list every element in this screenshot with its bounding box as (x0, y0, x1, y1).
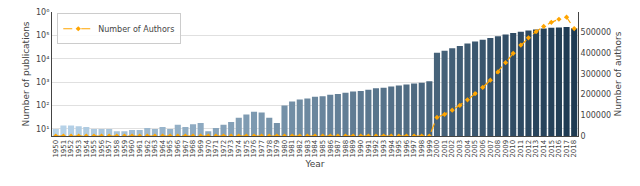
svg-text:Number of publications: Number of publications (21, 21, 31, 126)
svg-text:1951: 1951 (60, 140, 68, 158)
svg-text:2014: 2014 (540, 139, 548, 157)
svg-text:10²: 10² (36, 101, 49, 110)
svg-text:1984: 1984 (311, 139, 319, 157)
svg-text:10⁴: 10⁴ (36, 55, 49, 64)
svg-text:1953: 1953 (75, 140, 83, 158)
svg-text:1970: 1970 (205, 140, 213, 158)
svg-text:1991: 1991 (365, 140, 373, 158)
svg-text:2008: 2008 (494, 140, 502, 158)
svg-text:1961: 1961 (136, 140, 144, 158)
svg-text:0: 0 (581, 132, 586, 141)
svg-text:1964: 1964 (159, 139, 167, 157)
svg-text:Number of authors: Number of authors (613, 31, 623, 116)
svg-text:1972: 1972 (220, 140, 228, 158)
svg-text:2013: 2013 (532, 140, 540, 158)
svg-text:1999: 1999 (426, 140, 434, 158)
svg-text:1995: 1995 (395, 140, 403, 158)
svg-text:2018: 2018 (570, 140, 578, 158)
svg-text:500000: 500000 (581, 28, 612, 37)
svg-text:2001: 2001 (441, 140, 449, 158)
svg-text:2017: 2017 (563, 140, 571, 158)
svg-text:1983: 1983 (304, 140, 312, 158)
svg-text:1969: 1969 (197, 140, 205, 158)
svg-text:2010: 2010 (509, 140, 517, 158)
svg-text:1988: 1988 (342, 140, 350, 158)
svg-text:1975: 1975 (243, 140, 251, 158)
svg-text:1990: 1990 (357, 140, 365, 158)
svg-text:1959: 1959 (121, 140, 129, 158)
svg-text:1996: 1996 (403, 139, 411, 157)
svg-text:1960: 1960 (128, 140, 136, 158)
svg-text:2012: 2012 (525, 140, 533, 158)
svg-text:2006: 2006 (479, 139, 487, 157)
svg-text:300000: 300000 (581, 70, 612, 79)
svg-text:1980: 1980 (281, 140, 289, 158)
svg-text:1955: 1955 (90, 140, 98, 158)
svg-text:2005: 2005 (471, 140, 479, 158)
svg-text:1986: 1986 (327, 139, 335, 157)
svg-text:1958: 1958 (113, 140, 121, 158)
svg-text:1978: 1978 (266, 140, 274, 158)
svg-text:Year: Year (304, 159, 324, 169)
svg-text:1965: 1965 (166, 140, 174, 158)
svg-text:1963: 1963 (151, 140, 159, 158)
svg-text:2011: 2011 (517, 140, 525, 158)
svg-text:1956: 1956 (98, 139, 106, 157)
svg-text:1954: 1954 (83, 139, 91, 157)
svg-text:2009: 2009 (502, 140, 510, 158)
svg-text:10⁶: 10⁶ (36, 8, 49, 17)
svg-text:1993: 1993 (380, 140, 388, 158)
svg-text:1992: 1992 (372, 140, 380, 158)
svg-text:200000: 200000 (581, 90, 612, 99)
svg-text:1950: 1950 (52, 140, 60, 158)
svg-text:1994: 1994 (388, 139, 396, 157)
svg-text:1962: 1962 (144, 140, 152, 158)
svg-text:400000: 400000 (581, 49, 612, 58)
svg-text:2004: 2004 (464, 139, 472, 157)
svg-text:1976: 1976 (250, 139, 258, 157)
svg-text:2007: 2007 (487, 140, 495, 158)
svg-text:1977: 1977 (258, 140, 266, 158)
svg-text:1957: 1957 (105, 140, 113, 158)
svg-text:1998: 1998 (418, 140, 426, 158)
svg-text:10¹: 10¹ (36, 125, 49, 134)
svg-text:1974: 1974 (235, 139, 243, 157)
svg-text:10³: 10³ (36, 78, 49, 87)
svg-text:1971: 1971 (212, 140, 220, 158)
svg-text:1952: 1952 (67, 140, 75, 158)
svg-text:1985: 1985 (319, 140, 327, 158)
svg-text:2003: 2003 (456, 140, 464, 158)
svg-text:1981: 1981 (288, 140, 296, 158)
svg-text:1967: 1967 (182, 140, 190, 158)
svg-text:1987: 1987 (334, 140, 342, 158)
svg-text:2015: 2015 (548, 140, 556, 158)
svg-text:1989: 1989 (349, 140, 357, 158)
svg-text:2000: 2000 (433, 140, 441, 158)
svg-text:1982: 1982 (296, 140, 304, 158)
svg-text:1973: 1973 (227, 140, 235, 158)
svg-text:1968: 1968 (189, 140, 197, 158)
svg-text:Number of Authors: Number of Authors (98, 25, 174, 34)
svg-text:1979: 1979 (273, 140, 281, 158)
svg-text:1997: 1997 (410, 140, 418, 158)
svg-text:2016: 2016 (555, 139, 563, 157)
svg-text:1966: 1966 (174, 139, 182, 157)
svg-text:10⁵: 10⁵ (36, 31, 49, 40)
svg-text:100000: 100000 (581, 111, 612, 120)
svg-text:2002: 2002 (448, 140, 456, 158)
